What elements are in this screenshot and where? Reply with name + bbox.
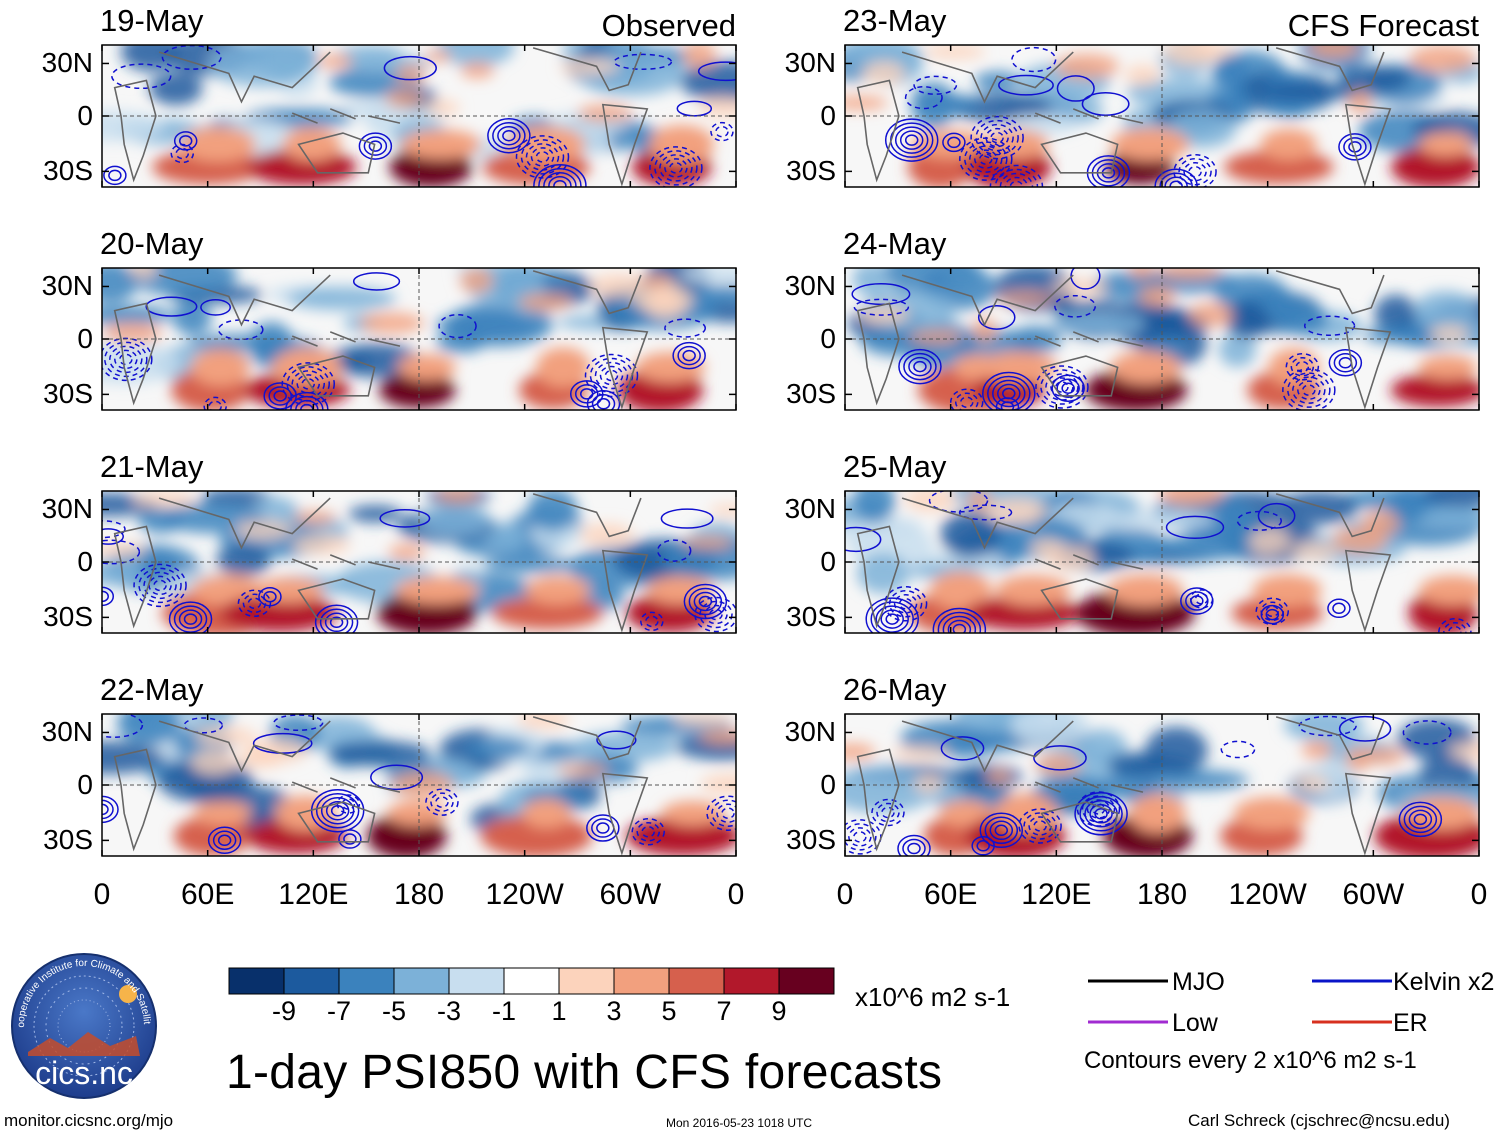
panel-date-label: 20-May xyxy=(100,226,204,261)
colorbar xyxy=(228,967,835,995)
colorbar-swatch xyxy=(338,967,395,995)
lat-label: 0 xyxy=(77,100,93,131)
colorbar-tick-label: -3 xyxy=(436,996,462,1026)
lat-label: 30N xyxy=(784,270,836,302)
lat-label: 30N xyxy=(784,47,836,79)
lon-label: 120W xyxy=(1228,878,1307,911)
colorbar-tick-label: 1 xyxy=(551,996,567,1026)
column-heading-1: CFS Forecast xyxy=(1287,8,1479,43)
lat-label: 0 xyxy=(820,323,836,354)
panel-date-label: 25-May xyxy=(843,449,947,484)
footer-url[interactable]: monitor.cicsnc.org/mjo xyxy=(4,1111,174,1130)
colorbar-swatch xyxy=(668,967,725,995)
panel-date-label: 23-May xyxy=(843,3,947,38)
lat-label: 0 xyxy=(820,546,836,577)
lat-label: 0 xyxy=(820,100,836,131)
column-heading-0: Observed xyxy=(601,8,736,43)
legend-label-mjo: MJO xyxy=(1172,968,1225,996)
lon-label: 60W xyxy=(599,878,662,911)
colorbar-tick-label: -1 xyxy=(491,996,517,1026)
panel-date-label: 24-May xyxy=(843,226,947,261)
map-panel xyxy=(101,267,737,411)
lon-label: 120W xyxy=(485,878,564,911)
colorbar-swatch xyxy=(503,967,560,995)
colorbar-swatch xyxy=(778,967,835,995)
colorbar-swatch xyxy=(228,967,285,995)
lat-label: 30S xyxy=(43,824,93,856)
footer-author: Carl Schreck (cjschrec@ncsu.edu) xyxy=(1188,1111,1450,1130)
lon-label: 180 xyxy=(393,878,445,911)
lon-label: 60E xyxy=(180,878,235,911)
lat-label: 30N xyxy=(41,270,93,302)
chart-title: 1-day PSI850 with CFS forecasts xyxy=(226,1046,943,1099)
lon-label: 180 xyxy=(1136,878,1188,911)
panel-date-label: 22-May xyxy=(100,672,204,707)
lat-label: 30S xyxy=(786,155,836,187)
colorbar-units: x10^6 m2 s-1 xyxy=(855,982,1011,1012)
colorbar-swatch xyxy=(448,967,505,995)
colorbar-tick-label: 9 xyxy=(771,996,787,1026)
colorbar-tick-label: -9 xyxy=(271,996,297,1026)
panel-date-label: 26-May xyxy=(843,672,947,707)
map-panel xyxy=(101,44,737,188)
contour-note: Contours every 2 x10^6 m2 s-1 xyxy=(1084,1047,1417,1074)
lon-label: 0 xyxy=(727,878,745,911)
lon-label: 0 xyxy=(93,878,111,911)
lat-label: 30N xyxy=(784,716,836,748)
colorbar-tick-label: 3 xyxy=(606,996,622,1026)
colorbar-swatch xyxy=(723,967,780,995)
lat-label: 0 xyxy=(77,323,93,354)
lat-label: 30S xyxy=(786,824,836,856)
lat-label: 30N xyxy=(784,493,836,525)
map-panel xyxy=(844,713,1480,857)
colorbar-swatch xyxy=(393,967,450,995)
lat-label: 0 xyxy=(820,769,836,800)
lat-label: 0 xyxy=(77,769,93,800)
colorbar-swatch xyxy=(283,967,340,995)
map-panel xyxy=(844,490,1480,634)
lat-label: 30N xyxy=(41,47,93,79)
colorbar-swatch xyxy=(558,967,615,995)
lon-label: 0 xyxy=(1470,878,1488,911)
logo-name: cics.nc xyxy=(35,1055,133,1091)
colorbar-tick-label: 5 xyxy=(661,996,677,1026)
lat-label: 30S xyxy=(786,601,836,633)
cicsnc-logo: Cooperative Institute for Climate and Sa… xyxy=(6,944,157,1099)
legend-label-low: Low xyxy=(1172,1009,1218,1037)
legend-label-kelvin: Kelvin x2 xyxy=(1393,968,1495,996)
lon-label: 60W xyxy=(1342,878,1405,911)
colorbar-tick-label: -5 xyxy=(381,996,407,1026)
lon-label: 120E xyxy=(1021,878,1092,911)
panel-date-label: 21-May xyxy=(100,449,204,484)
lon-label: 0 xyxy=(836,878,854,911)
lat-label: 0 xyxy=(77,546,93,577)
map-panel xyxy=(844,44,1480,188)
map-panel xyxy=(101,713,737,857)
lat-label: 30S xyxy=(43,155,93,187)
colorbar-tick-label: -7 xyxy=(326,996,352,1026)
panel-date-label: 19-May xyxy=(100,3,204,38)
lat-label: 30S xyxy=(43,601,93,633)
lon-label: 60E xyxy=(923,878,978,911)
map-panel xyxy=(101,490,737,634)
footer-timestamp: Mon 2016-05-23 1018 UTC xyxy=(666,1116,813,1130)
legend-label-er: ER xyxy=(1393,1009,1428,1037)
colorbar-swatch xyxy=(613,967,670,995)
lat-label: 30N xyxy=(41,716,93,748)
map-panel xyxy=(844,267,1480,411)
lat-label: 30N xyxy=(41,493,93,525)
lat-label: 30S xyxy=(43,378,93,410)
lon-label: 120E xyxy=(278,878,349,911)
lat-label: 30S xyxy=(786,378,836,410)
colorbar-tick-label: 7 xyxy=(716,996,732,1026)
